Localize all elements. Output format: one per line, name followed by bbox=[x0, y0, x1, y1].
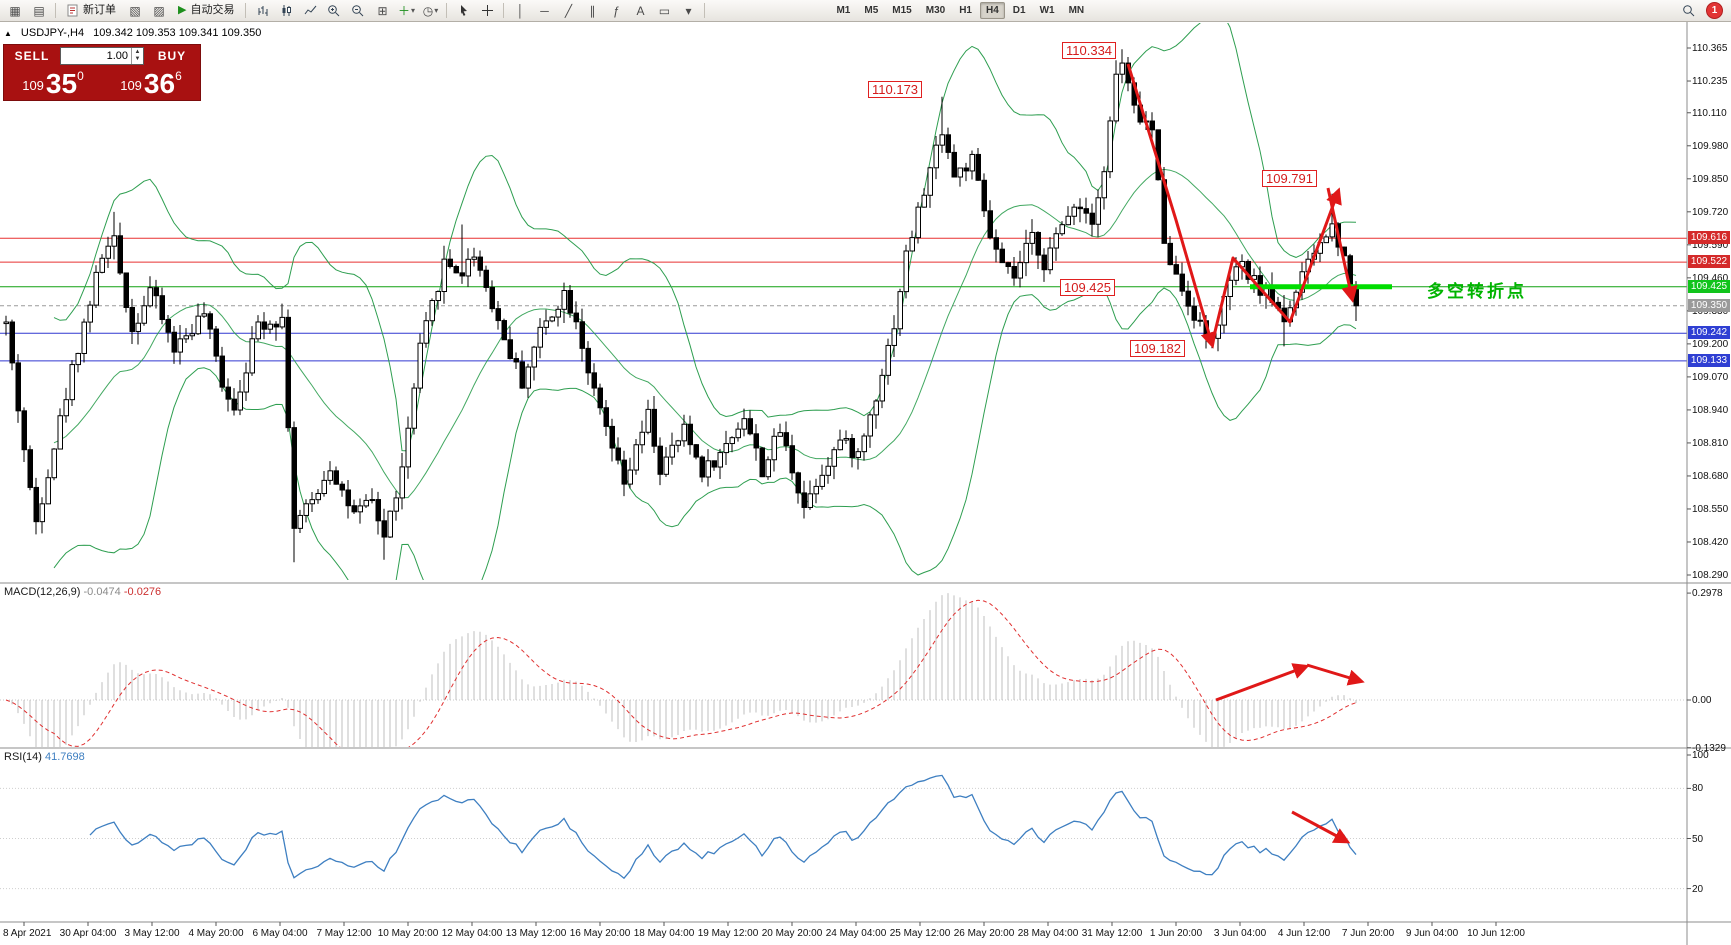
timeframe-H1[interactable]: H1 bbox=[959, 5, 972, 16]
candles-layer bbox=[3, 49, 1359, 563]
buy-button[interactable]: BUY bbox=[157, 48, 187, 63]
search-icon[interactable] bbox=[1678, 1, 1700, 21]
sell-button[interactable]: SELL bbox=[14, 48, 50, 63]
sell-price-point: 0 bbox=[77, 69, 84, 83]
macd-arrow[interactable] bbox=[1306, 663, 1365, 686]
timeframe-MN[interactable]: MN bbox=[1068, 5, 1085, 16]
cursor-icon[interactable] bbox=[452, 1, 474, 21]
toolbar-separator bbox=[704, 3, 706, 18]
sell-price-pips: 35 bbox=[45, 68, 78, 99]
timeframe-M30[interactable]: M30 bbox=[925, 5, 946, 16]
trend-arrow[interactable] bbox=[1326, 187, 1358, 303]
buy-price-point: 6 bbox=[175, 69, 182, 83]
chart-window-icon[interactable]: ▧ bbox=[129, 3, 141, 18]
notification-badge[interactable]: 1 bbox=[1706, 2, 1723, 19]
buy-price-pips: 36 bbox=[143, 68, 176, 99]
chevron-down-icon: ▾ bbox=[410, 5, 415, 15]
candlestick-icon[interactable] bbox=[275, 1, 297, 21]
tile-windows-icon[interactable]: ⊞ bbox=[377, 3, 388, 18]
timeframe-group: M1 M5 M15 M30 H1 H4 D1 W1 MN bbox=[829, 2, 1091, 19]
horizontal-line-tool-icon[interactable]: ─ bbox=[540, 3, 549, 18]
label-tool-icon[interactable]: ▭ bbox=[658, 3, 671, 18]
autotrade-label: 自动交易 bbox=[190, 4, 235, 16]
profiles-icon[interactable]: ▤ bbox=[33, 3, 45, 18]
macd-signal-line bbox=[5, 599, 1357, 747]
timeframe-M5[interactable]: M5 bbox=[864, 5, 879, 16]
toolbar-separator bbox=[446, 3, 448, 18]
timeframe-D1[interactable]: D1 bbox=[1012, 5, 1026, 16]
buy-price-base: 109 bbox=[120, 78, 142, 93]
macd-arrow[interactable] bbox=[1215, 663, 1310, 702]
lot-size-value: 1.00 bbox=[106, 49, 128, 62]
period-icon[interactable]: ◷ ▾ bbox=[422, 3, 439, 18]
vertical-line-tool-icon[interactable]: │ bbox=[516, 3, 525, 18]
zoom-in-icon[interactable] bbox=[323, 1, 345, 21]
new-chart-icon[interactable]: ▦ bbox=[9, 3, 21, 18]
trend-arrow[interactable] bbox=[1210, 187, 1342, 345]
indicators-icon[interactable]: ＋ ▾ bbox=[397, 3, 415, 18]
new-order-label: 新订单 bbox=[83, 4, 116, 16]
toolbar-separator bbox=[245, 3, 247, 18]
shapes-dropdown-icon[interactable]: ▾ bbox=[685, 3, 692, 18]
sell-price[interactable]: 109 35 0 bbox=[4, 66, 102, 100]
macd-histogram bbox=[11, 593, 1357, 747]
line-chart-icon[interactable] bbox=[299, 1, 321, 21]
sell-price-base: 109 bbox=[22, 78, 44, 93]
toolbar-separator bbox=[503, 3, 505, 18]
channel-tool-icon[interactable]: ∥ bbox=[589, 3, 596, 18]
lot-size-input[interactable]: 1.00 ▲ ▼ bbox=[60, 46, 144, 65]
rsi-line bbox=[89, 774, 1357, 880]
crosshair-icon[interactable] bbox=[476, 1, 498, 21]
bollinger-bands bbox=[53, 23, 1357, 580]
chevron-down-icon: ▾ bbox=[434, 5, 439, 15]
bar-chart-icon[interactable] bbox=[251, 1, 273, 21]
toolbar-separator bbox=[55, 3, 56, 18]
autotrade-play-icon: ▶ bbox=[178, 4, 187, 16]
timeframe-M1[interactable]: M1 bbox=[836, 5, 851, 16]
zoom-out-icon[interactable] bbox=[347, 1, 369, 21]
level-lines[interactable] bbox=[0, 237, 1687, 362]
trend-arrow[interactable] bbox=[1126, 63, 1217, 349]
rsi-arrow[interactable] bbox=[1291, 810, 1351, 844]
text-tool-icon[interactable]: A bbox=[636, 3, 645, 18]
data-window-icon[interactable]: ▨ bbox=[153, 3, 165, 18]
new-order-button[interactable]: 新订单 bbox=[61, 1, 122, 21]
timeframe-M15[interactable]: M15 bbox=[892, 5, 912, 16]
trendline-tool-icon[interactable]: ╱ bbox=[564, 3, 573, 18]
one-click-trading-panel: SELL 1.00 ▲ ▼ BUY 109 35 0 109 36 6 bbox=[3, 44, 201, 101]
stepper-up-icon[interactable]: ▲ bbox=[134, 48, 141, 55]
new-order-icon bbox=[67, 4, 78, 17]
autotrade-button[interactable]: ▶ 自动交易 bbox=[172, 1, 240, 21]
lot-stepper[interactable]: ▲ ▼ bbox=[131, 47, 143, 64]
main-toolbar: ▦ ▤ 新订单 ▧ ▨ ▶ 自动交易 ⊞ ＋ ▾ ◷ ▾ │ ─ ╱ ∥ ƒ A ▭… bbox=[0, 0, 1731, 22]
fibonacci-tool-icon[interactable]: ƒ bbox=[613, 3, 620, 18]
timeframe-W1[interactable]: W1 bbox=[1039, 5, 1055, 16]
timeframe-H4[interactable]: H4 bbox=[979, 2, 1005, 19]
buy-price[interactable]: 109 36 6 bbox=[102, 66, 200, 100]
stepper-down-icon[interactable]: ▼ bbox=[134, 55, 141, 62]
